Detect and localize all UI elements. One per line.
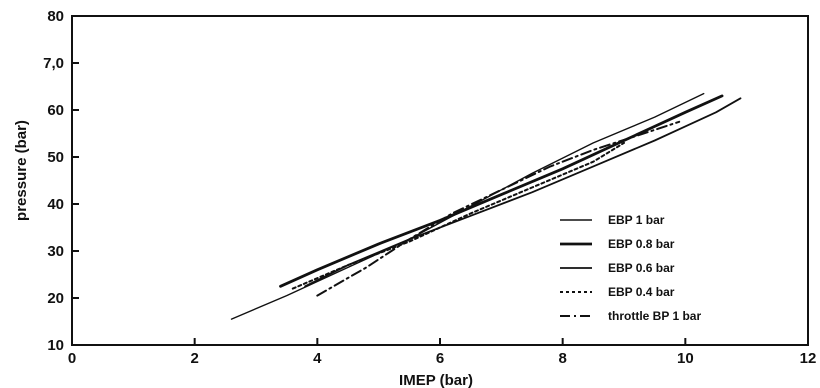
y-tick-label: 20: [47, 290, 64, 307]
legend-label-3: EBP 0.4 bar: [608, 285, 675, 299]
axes: 0 2 4 6 8 10 12 10 20 30 40 50 60 7,0 80: [43, 8, 816, 367]
y-tick-label: 40: [47, 196, 64, 213]
y-axis-title: pressure (bar): [13, 120, 30, 221]
legend-label-2: EBP 0.6 bar: [608, 261, 675, 275]
x-axis-title: IMEP (bar): [399, 372, 473, 388]
plot-frame: [71, 15, 809, 346]
series-line-3: [291, 141, 625, 290]
legend: EBP 1 bar EBP 0.8 bar EBP 0.6 bar EBP 0.4 b…: [560, 213, 701, 323]
x-tick-label: 6: [436, 350, 444, 367]
series-line-1: [279, 94, 724, 288]
x-tick-label: 2: [190, 350, 198, 367]
x-tick-label: 10: [677, 350, 694, 367]
legend-label-4: throttle BP 1 bar: [608, 309, 701, 323]
series-line-2: [304, 97, 742, 288]
y-tick-label: 7,0: [43, 55, 64, 72]
x-tick-label: 4: [313, 350, 322, 367]
y-tick-label: 80: [47, 8, 64, 25]
y-tick-label: 50: [47, 149, 64, 166]
x-tick-label: 0: [68, 350, 76, 367]
y-tick-label: 10: [47, 337, 64, 354]
series-line-4: [316, 120, 681, 297]
legend-label-1: EBP 0.8 bar: [608, 237, 675, 251]
y-tick-label: 30: [47, 243, 64, 260]
series-layer: [230, 92, 742, 320]
x-tick-label: 12: [800, 350, 817, 367]
x-tick-label: 8: [558, 350, 566, 367]
y-tick-label: 60: [47, 102, 64, 119]
legend-label-0: EBP 1 bar: [608, 213, 665, 227]
